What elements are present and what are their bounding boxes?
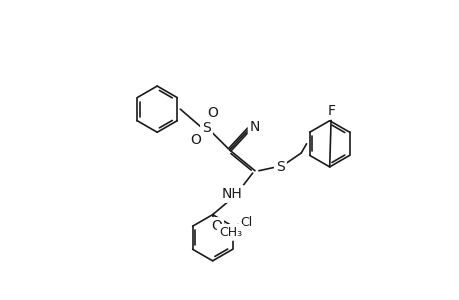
Text: O: O xyxy=(207,106,218,120)
Text: O: O xyxy=(190,133,201,147)
Text: S: S xyxy=(202,122,210,135)
Text: NH: NH xyxy=(221,187,242,201)
Text: F: F xyxy=(326,104,335,118)
Text: Cl: Cl xyxy=(240,216,252,229)
Text: CH₃: CH₃ xyxy=(218,226,241,239)
Text: S: S xyxy=(275,160,284,174)
Text: N: N xyxy=(249,120,260,134)
Text: O: O xyxy=(211,219,221,233)
